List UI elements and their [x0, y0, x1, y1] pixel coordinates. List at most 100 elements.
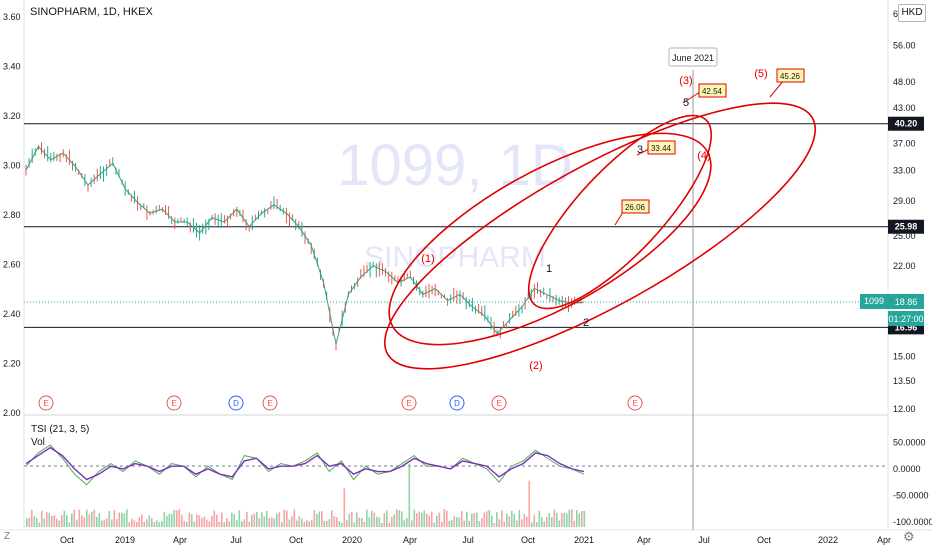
level-tag-box	[888, 116, 924, 131]
target-callout-1[interactable]: 42.54	[682, 83, 727, 104]
volume-bar	[271, 517, 273, 527]
volume-bar	[556, 512, 558, 527]
volume-bar	[371, 510, 373, 527]
volume-bar	[348, 513, 351, 527]
time-axis[interactable]: Oct 2019 Apr Jul Oct 2020 Apr Jul Oct 2021 Apr Jul O…	[60, 535, 891, 545]
zoom-button[interactable]: Z	[4, 531, 11, 542]
volume-bar	[151, 518, 153, 527]
volume-bar	[238, 510, 241, 527]
left-price-axis[interactable]: 3.60 3.40 3.20 3.00 2.80 2.60 2.40 2.20 2.00	[3, 12, 21, 418]
volume-indicator-title[interactable]: Vol	[31, 437, 45, 448]
volume-bar	[306, 520, 308, 527]
horizontal-levels[interactable]	[24, 123, 888, 328]
volume-bar	[493, 522, 496, 527]
volume-bar	[506, 513, 508, 527]
volume-bar	[233, 514, 236, 527]
current-price-tag	[888, 294, 924, 309]
volume-bar	[236, 520, 238, 527]
volume-bar	[143, 521, 146, 527]
volume-bar	[223, 522, 226, 527]
volume-bar	[358, 517, 361, 527]
tsi-indicator-title[interactable]: TSI (21, 3, 5)	[31, 424, 90, 435]
volume-bar	[68, 522, 71, 527]
volume-bar	[83, 517, 86, 527]
wave-ellipse-large[interactable]	[360, 92, 741, 385]
volume-bar	[408, 463, 411, 527]
volume-bar	[333, 516, 336, 527]
volume-bar	[386, 510, 388, 527]
wave-label[interactable]: 2	[583, 317, 589, 329]
gear-icon[interactable]: ⚙	[903, 529, 915, 544]
volume-bar	[481, 518, 483, 527]
right-axis-tick: 12.00	[893, 404, 916, 414]
volume-bar	[448, 521, 451, 527]
wave-label[interactable]: 1	[546, 263, 552, 275]
volume-bar	[121, 512, 123, 527]
earnings-marker[interactable]	[262, 395, 278, 411]
volume-bar	[291, 516, 293, 527]
right-axis-tick: 33.00	[893, 165, 916, 175]
earnings-marker[interactable]	[166, 395, 182, 411]
dividend-marker[interactable]	[449, 395, 465, 411]
volume-bar	[526, 516, 528, 527]
volume-bar	[378, 517, 381, 527]
time-axis-tick: Oct	[521, 535, 536, 545]
right-axis-tick: 15.00	[893, 351, 916, 361]
volume-bar	[353, 522, 356, 527]
volume-bar	[93, 509, 96, 527]
volume-bar	[396, 509, 398, 527]
time-axis-tick: Jul	[462, 535, 474, 545]
volume-bar	[516, 520, 518, 527]
volume-bar	[486, 511, 488, 527]
symbol-title[interactable]: SINOPHARM, 1D, HKEX	[30, 6, 153, 18]
wave-label[interactable]: (3)	[679, 75, 692, 87]
volume-bar	[453, 516, 456, 527]
earnings-marker[interactable]	[627, 395, 643, 411]
earnings-marker[interactable]	[491, 395, 507, 411]
dividend-marker[interactable]	[228, 395, 244, 411]
volume-bar	[293, 509, 296, 527]
time-axis-tick: Apr	[403, 535, 417, 545]
wave-label[interactable]: (2)	[529, 360, 542, 372]
wave-label[interactable]: (1)	[421, 253, 434, 265]
volume-bar	[331, 510, 333, 527]
volume-bar	[501, 510, 503, 527]
volume-bar	[533, 514, 536, 527]
wave-label[interactable]: (5)	[754, 68, 767, 80]
volume-bar	[201, 517, 203, 527]
tsi-axis[interactable]: 50.0000 0.0000 -50.0000 -100.0000	[893, 437, 932, 527]
volume-bar	[178, 509, 181, 527]
volume-bar	[488, 509, 491, 527]
volume-bar	[256, 511, 258, 527]
volume-bar	[251, 514, 253, 527]
volume-bar	[48, 512, 51, 527]
volume-bar	[268, 518, 271, 527]
event-marker-label: E	[406, 399, 411, 408]
volume-bar	[263, 516, 266, 527]
volume-bar	[166, 515, 168, 527]
volume-bar	[141, 514, 143, 527]
volume-bar	[136, 521, 138, 527]
wave-label[interactable]: 3	[637, 144, 643, 156]
wave-label[interactable]: 5	[683, 97, 689, 109]
earnings-marker[interactable]	[38, 395, 54, 411]
wave-ellipse-middle[interactable]	[503, 91, 736, 333]
currency-badge[interactable]: HKD	[898, 4, 926, 22]
target-callout-3[interactable]: 26.06	[614, 199, 650, 226]
volume-bar	[318, 511, 321, 527]
wave-ellipse-outer[interactable]	[354, 57, 847, 415]
earnings-marker[interactable]	[401, 395, 417, 411]
volume-bar	[58, 520, 61, 527]
time-axis-tick: Jul	[230, 535, 242, 545]
volume-bar	[343, 488, 346, 527]
volume-bar	[338, 521, 341, 527]
volume-bar	[423, 510, 426, 527]
target-callout-4[interactable]: 45.26	[769, 68, 805, 98]
right-price-axis[interactable]: 64.0056.0048.0043.0037.0033.0029.0025.00…	[893, 9, 916, 414]
time-axis-tick: Oct	[60, 535, 75, 545]
volume-bar	[31, 509, 33, 527]
target-callout-2[interactable]: 33.44	[636, 140, 676, 156]
wave-label[interactable]: (4)	[697, 150, 710, 162]
